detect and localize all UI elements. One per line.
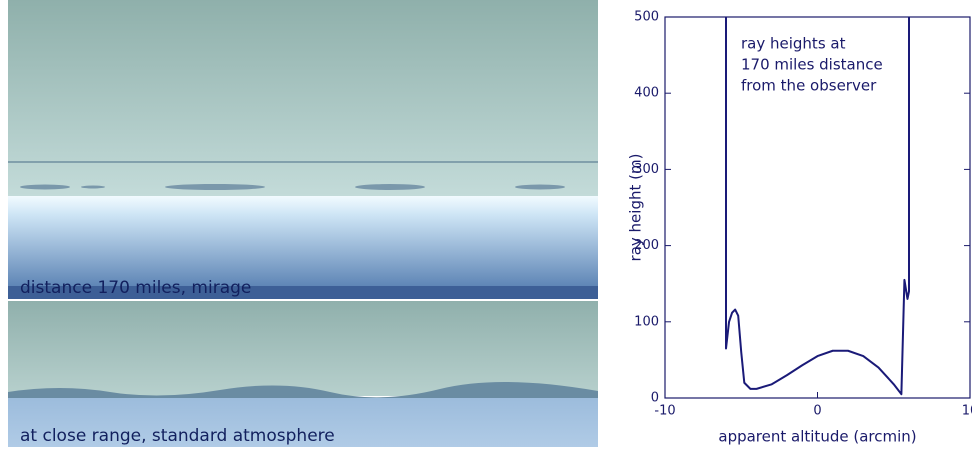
x-tick-label: 10 bbox=[962, 404, 972, 419]
annotation: from the observer bbox=[741, 77, 877, 95]
image-label: at close range, standard atmosphere bbox=[20, 426, 335, 446]
y-axis-label: ray height (m) bbox=[627, 154, 645, 262]
data-line bbox=[726, 17, 909, 394]
y-tick-label: 400 bbox=[634, 86, 659, 101]
plot-frame bbox=[665, 17, 970, 398]
x-tick-label: -10 bbox=[654, 404, 675, 419]
y-tick-label: 100 bbox=[634, 314, 659, 329]
page: distance 170 miles, mirage at close rang… bbox=[0, 0, 972, 447]
y-tick-label: 500 bbox=[634, 10, 659, 25]
mirage-image: distance 170 miles, mirage bbox=[8, 0, 598, 299]
close-range-image: at close range, standard atmosphere bbox=[8, 301, 598, 447]
x-axis-label: apparent altitude (arcmin) bbox=[718, 428, 916, 446]
annotation: ray heights at bbox=[741, 35, 846, 53]
x-tick-label: 0 bbox=[813, 404, 821, 419]
image-label: distance 170 miles, mirage bbox=[20, 278, 251, 298]
annotation: 170 miles distance bbox=[741, 56, 883, 74]
